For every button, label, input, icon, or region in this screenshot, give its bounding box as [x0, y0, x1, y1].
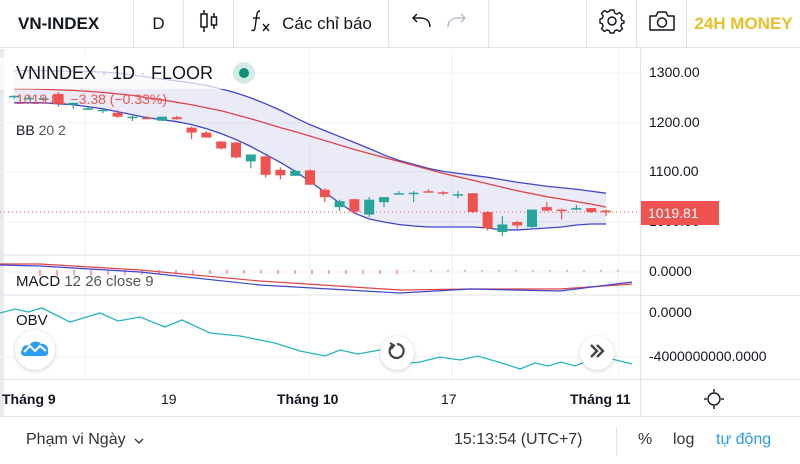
top-toolbar: VN-INDEX D Các chỉ báo	[0, 0, 800, 48]
fx-icon	[250, 9, 272, 38]
macd-axis-label: 0.0000	[649, 263, 692, 279]
interval-label: D	[152, 13, 165, 33]
tradingview-cloud-icon	[20, 338, 50, 363]
bb-name: BB	[16, 122, 35, 138]
footer-divider	[616, 427, 617, 455]
time-axis-label: 19	[161, 391, 177, 407]
bottom-toolbar: Phạm vi Ngày 15:13:54 (UTC+7) % log tự đ…	[0, 417, 800, 464]
date-range-label: Phạm vi Ngày	[26, 431, 126, 448]
price-axis-label: 1300.00	[649, 64, 700, 80]
time-axis-label: Tháng 10	[277, 391, 339, 407]
main-series-legend[interactable]: VNINDEX · 1D · FLOOR	[0, 57, 260, 89]
pane-divider	[641, 255, 800, 256]
time-axis-label: 17	[441, 391, 457, 407]
macd-params: 12 26 close 9	[64, 273, 154, 290]
symbol-search-button[interactable]: VN-INDEX	[0, 0, 134, 48]
market-status-icon	[239, 68, 250, 78]
legend-separator: ·	[102, 66, 107, 80]
tradingview-logo-button[interactable]	[15, 330, 55, 370]
indicators-label: Các chỉ báo	[282, 13, 372, 33]
legend-symbol: VNINDEX	[16, 62, 97, 83]
interval-button[interactable]: D	[134, 0, 184, 48]
reset-chart-icon	[387, 341, 407, 366]
time-axis[interactable]: Tháng 9 19 Tháng 10 17 Tháng 11	[0, 379, 800, 418]
redo-icon[interactable]	[446, 12, 468, 35]
obv-name: OBV	[16, 312, 48, 329]
clock-timezone-button[interactable]: 15:13:54 (UTC+7)	[454, 431, 583, 448]
obv-axis-label: 0.0000	[649, 304, 692, 320]
left-edge-strip	[0, 49, 4, 417]
sun-icon[interactable]	[703, 388, 725, 415]
price-axis[interactable]: 1300.00 1200.00 1100.00 1000.00 1019.81 …	[640, 49, 800, 379]
price-axis-label: 1100.00	[649, 163, 699, 179]
undo-redo-group	[389, 0, 489, 48]
toolbar-spacer	[489, 0, 587, 48]
pane-divider	[641, 295, 800, 296]
obv-legend[interactable]: OBV	[16, 312, 48, 329]
axis-corner-divider	[640, 380, 641, 418]
price-axis-label: 1200.00	[649, 114, 700, 130]
percent-scale-toggle[interactable]: %	[638, 431, 653, 448]
legend-separator: ·	[141, 66, 146, 80]
legend-price-change: 1019.81 −3.38 (−0.33%)	[16, 91, 168, 107]
obv-axis-label: -4000000000.0000	[649, 348, 767, 364]
last-price-tag: 1019.81	[641, 201, 719, 225]
chevron-down-icon	[134, 431, 144, 449]
chart-pane[interactable]	[0, 49, 640, 379]
chart-type-button[interactable]	[184, 0, 234, 48]
scroll-to-realtime-button[interactable]	[580, 336, 614, 370]
bb-params: 20 2	[38, 122, 66, 138]
auto-scale-toggle[interactable]: tự động	[716, 431, 772, 448]
log-scale-toggle[interactable]: log	[673, 431, 695, 448]
settings-button[interactable]	[587, 0, 637, 48]
brand-label: 24H MONEY	[694, 13, 793, 33]
indicators-button[interactable]: Các chỉ báo	[234, 0, 389, 48]
brand-logo[interactable]: 24H MONEY	[687, 0, 800, 48]
reset-chart-button[interactable]	[380, 336, 414, 370]
chart-canvas[interactable]	[0, 49, 640, 379]
undo-icon[interactable]	[410, 12, 432, 35]
camera-icon	[648, 10, 676, 37]
gear-icon	[598, 8, 625, 39]
date-range-button[interactable]: Phạm vi Ngày	[26, 431, 144, 449]
legend-interval: 1D	[112, 62, 136, 83]
time-axis-label: Tháng 11	[570, 391, 631, 407]
macd-name: MACD	[16, 273, 61, 290]
candlestick-icon	[198, 8, 220, 39]
macd-legend[interactable]: MACD 12 26 close 9	[16, 273, 154, 290]
screenshot-button[interactable]	[637, 0, 687, 48]
scroll-to-realtime-icon	[588, 343, 606, 364]
legend-exchange: FLOOR	[151, 62, 214, 83]
time-axis-label: Tháng 9	[2, 391, 56, 407]
bb-legend[interactable]: BB 20 2	[16, 122, 66, 138]
symbol-label: VN-INDEX	[18, 13, 100, 33]
